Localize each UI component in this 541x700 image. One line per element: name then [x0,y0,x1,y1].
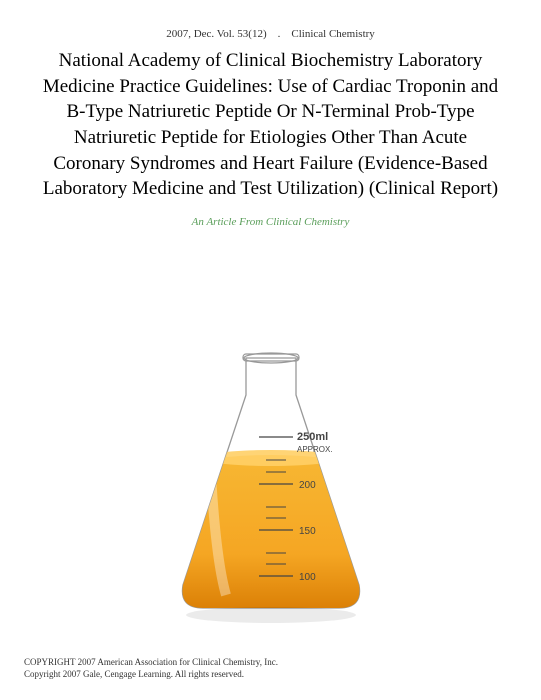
flask-mark-150: 150 [299,526,316,537]
copyright-line-2: Copyright 2007 Gale, Cengage Learning. A… [24,668,278,680]
flask-mark-200: 200 [299,480,316,491]
article-title: National Academy of Clinical Biochemistr… [0,40,541,202]
flask-label-250: 250ml [297,431,328,443]
article-subtitle: An Article From Clinical Chemistry [0,202,541,228]
header-meta: 2007, Dec. Vol. 53(12) . Clinical Chemis… [0,0,541,40]
journal-name: Clinical Chemistry [291,28,374,40]
flask-image: 250ml APPROX. 200 150 100 [141,340,401,640]
separator: . [278,28,281,40]
flask-label-approx: APPROX. [297,445,333,454]
flask-mark-100: 100 [299,572,316,583]
copyright-block: COPYRIGHT 2007 American Association for … [24,656,278,680]
issue-info: 2007, Dec. Vol. 53(12) [166,28,266,40]
flask-liquid [171,455,371,620]
copyright-line-1: COPYRIGHT 2007 American Association for … [24,656,278,668]
flask-shadow [186,607,356,623]
